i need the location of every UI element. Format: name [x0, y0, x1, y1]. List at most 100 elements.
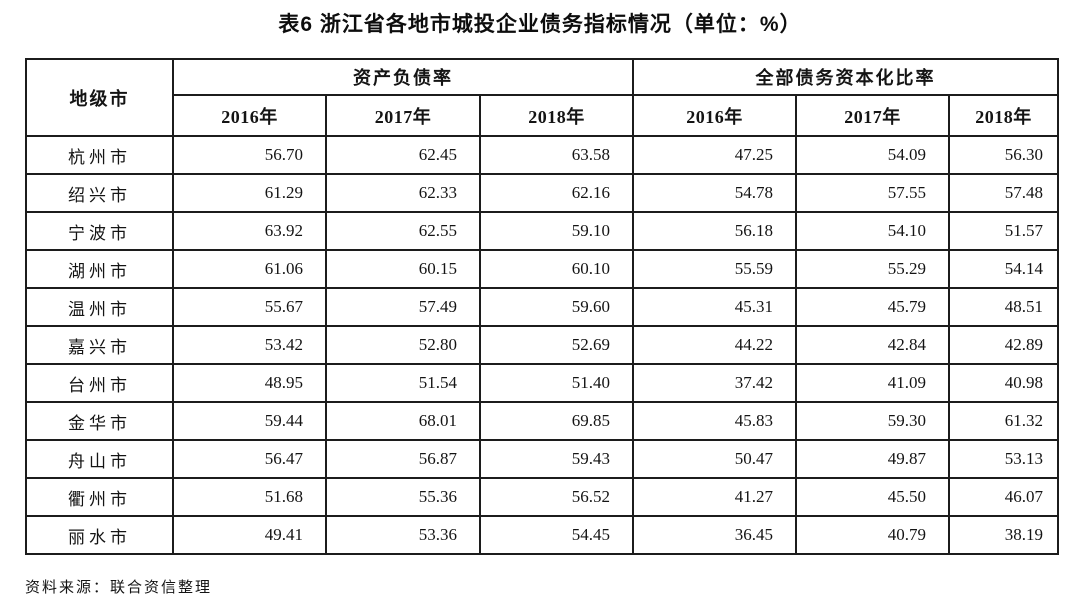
value-cell: 69.85	[479, 401, 634, 441]
city-cell: 绍兴市	[25, 173, 174, 213]
value-cell: 61.29	[172, 173, 327, 213]
value-cell: 46.07	[947, 477, 1060, 517]
table-row: 金华市 59.44 68.01 69.85 45.83 59.30 61.32	[25, 401, 1060, 441]
table-row: 舟山市 56.47 56.87 59.43 50.47 49.87 53.13	[25, 439, 1060, 479]
value-cell: 56.87	[325, 439, 481, 479]
value-cell: 68.01	[325, 401, 481, 441]
column-group-asset-liability-ratio: 资产负债率	[172, 58, 634, 96]
value-cell: 62.45	[325, 135, 481, 175]
column-header-year: 2018年	[947, 94, 1060, 137]
table-row: 嘉兴市 53.42 52.80 52.69 44.22 42.84 42.89	[25, 325, 1060, 365]
table-row: 绍兴市 61.29 62.33 62.16 54.78 57.55 57.48	[25, 173, 1060, 213]
value-cell: 55.29	[795, 249, 950, 289]
city-cell: 丽水市	[25, 515, 174, 555]
table-header: 地级市 资产负债率 全部债务资本化比率 2016年 2017年 2018年 2016年…	[25, 58, 1060, 137]
table-title: 表6 浙江省各地市城投企业债务指标情况（单位：%）	[278, 13, 802, 36]
value-cell: 62.33	[325, 173, 481, 213]
value-cell: 49.87	[795, 439, 950, 479]
value-cell: 42.89	[947, 325, 1060, 365]
value-cell: 61.06	[172, 249, 327, 289]
city-cell: 杭州市	[25, 135, 174, 175]
value-cell: 44.22	[632, 325, 797, 365]
value-cell: 56.52	[479, 477, 634, 517]
value-cell: 52.80	[325, 325, 481, 365]
value-cell: 62.16	[479, 173, 634, 213]
value-cell: 55.36	[325, 477, 481, 517]
column-header-year: 2017年	[795, 94, 950, 137]
value-cell: 48.51	[947, 287, 1060, 327]
value-cell: 49.41	[172, 515, 327, 555]
value-cell: 56.30	[947, 135, 1060, 175]
column-group-total-debt-capitalization-ratio: 全部债务资本化比率	[631, 58, 1060, 96]
value-cell: 41.09	[795, 363, 950, 403]
value-cell: 55.67	[172, 287, 327, 327]
value-cell: 63.92	[172, 211, 327, 251]
value-cell: 53.36	[325, 515, 481, 555]
column-header-year: 2016年	[172, 94, 327, 137]
value-cell: 62.55	[325, 211, 481, 251]
value-cell: 54.10	[795, 211, 950, 251]
group-header-row: 地级市 资产负债率 全部债务资本化比率	[25, 58, 1060, 137]
city-cell: 湖州市	[25, 249, 174, 289]
column-header-city: 地级市	[25, 58, 174, 137]
value-cell: 60.10	[479, 249, 634, 289]
value-cell: 45.79	[795, 287, 950, 327]
value-cell: 63.58	[479, 135, 634, 175]
value-cell: 36.45	[632, 515, 797, 555]
value-cell: 59.30	[795, 401, 950, 441]
city-cell: 金华市	[25, 401, 174, 441]
value-cell: 57.55	[795, 173, 950, 213]
value-cell: 59.43	[479, 439, 634, 479]
city-cell: 衢州市	[25, 477, 174, 517]
value-cell: 56.70	[172, 135, 327, 175]
table-body: 杭州市 56.70 62.45 63.58 47.25 54.09 56.30 绍兴市 61.2…	[25, 135, 1060, 555]
table-row: 湖州市 61.06 60.15 60.10 55.59 55.29 54.14	[25, 249, 1060, 289]
table-row: 台州市 48.95 51.54 51.40 37.42 41.09 40.98	[25, 363, 1060, 403]
value-cell: 59.10	[479, 211, 634, 251]
value-cell: 60.15	[325, 249, 481, 289]
value-cell: 56.18	[632, 211, 797, 251]
value-cell: 37.42	[632, 363, 797, 403]
city-cell: 温州市	[25, 287, 174, 327]
value-cell: 45.83	[632, 401, 797, 441]
value-cell: 40.98	[947, 363, 1060, 403]
table-row: 宁波市 63.92 62.55 59.10 56.18 54.10 51.57	[25, 211, 1060, 251]
table-row: 衢州市 51.68 55.36 56.52 41.27 45.50 46.07	[25, 477, 1060, 517]
value-cell: 57.48	[947, 173, 1060, 213]
value-cell: 54.45	[479, 515, 634, 555]
table-row: 杭州市 56.70 62.45 63.58 47.25 54.09 56.30	[25, 135, 1060, 175]
value-cell: 42.84	[795, 325, 950, 365]
value-cell: 52.69	[479, 325, 634, 365]
value-cell: 48.95	[172, 363, 327, 403]
value-cell: 57.49	[325, 287, 481, 327]
value-cell: 51.57	[947, 211, 1060, 251]
value-cell: 45.31	[632, 287, 797, 327]
value-cell: 41.27	[632, 477, 797, 517]
value-cell: 53.42	[172, 325, 327, 365]
value-cell: 40.79	[795, 515, 950, 555]
table-row: 丽水市 49.41 53.36 54.45 36.45 40.79 38.19	[25, 515, 1060, 555]
city-cell: 台州市	[25, 363, 174, 403]
table-row: 温州市 55.67 57.49 59.60 45.31 45.79 48.51	[25, 287, 1060, 327]
value-cell: 59.60	[479, 287, 634, 327]
value-cell: 55.59	[632, 249, 797, 289]
value-cell: 51.68	[172, 477, 327, 517]
value-cell: 54.09	[795, 135, 950, 175]
value-cell: 59.44	[172, 401, 327, 441]
source-note: 资料来源：联合资信整理	[25, 580, 213, 596]
column-header-year: 2018年	[479, 94, 634, 137]
city-cell: 宁波市	[25, 211, 174, 251]
debt-indicators-table: 地级市 资产负债率 全部债务资本化比率 2016年 2017年 2018年 2016年…	[25, 58, 1060, 555]
value-cell: 38.19	[947, 515, 1060, 555]
value-cell: 47.25	[632, 135, 797, 175]
value-cell: 54.78	[632, 173, 797, 213]
value-cell: 45.50	[795, 477, 950, 517]
year-header-row: 2016年 2017年 2018年 2016年 2017年 2018年	[26, 94, 1060, 137]
city-cell: 舟山市	[25, 439, 174, 479]
column-header-year: 2017年	[325, 94, 481, 137]
column-header-year: 2016年	[632, 94, 797, 137]
value-cell: 51.40	[479, 363, 634, 403]
value-cell: 56.47	[172, 439, 327, 479]
value-cell: 53.13	[947, 439, 1060, 479]
